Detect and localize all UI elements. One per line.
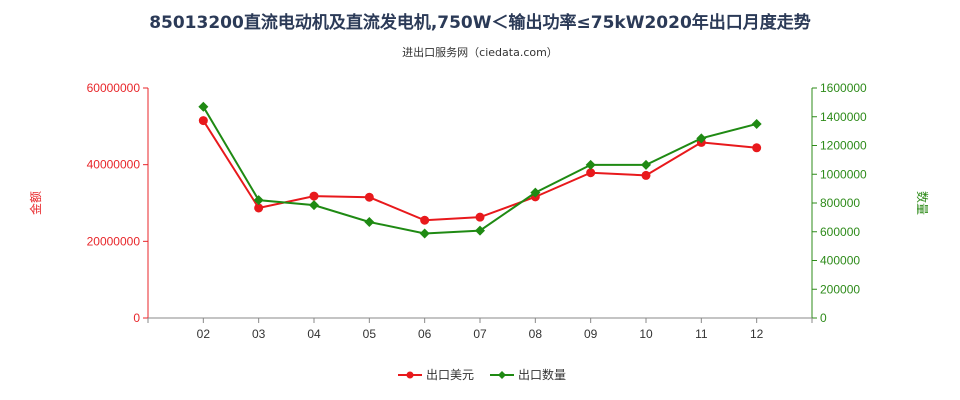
x-tick-label: 03: [252, 327, 266, 341]
data-point-quantity: [419, 228, 430, 239]
x-tick-label: 08: [529, 327, 543, 341]
data-point-value: [641, 170, 651, 180]
right-tick-label: 600000: [820, 225, 860, 239]
legend-marker: [406, 371, 414, 379]
x-tick-label: 04: [307, 327, 321, 341]
right-tick-label: 0: [820, 311, 827, 325]
right-tick-label: 1400000: [820, 110, 867, 124]
x-tick-label: 02: [197, 327, 211, 341]
x-tick-label: 06: [418, 327, 432, 341]
data-point-value: [586, 168, 596, 178]
series-line-value: [202, 120, 757, 222]
left-axis-label: 金额: [28, 191, 43, 215]
data-point-value: [254, 203, 264, 213]
data-point-quantity: [475, 225, 485, 236]
right-tick-label: 1200000: [820, 139, 867, 153]
right-tick-label: 400000: [820, 254, 860, 268]
left-tick-label: 0: [133, 311, 140, 325]
x-tick-label: 09: [584, 327, 598, 341]
left-tick-label: 40000000: [87, 158, 141, 172]
right-tick-label: 1600000: [820, 81, 867, 95]
data-point-value: [420, 215, 430, 225]
data-point-quantity: [309, 200, 319, 211]
legend-marker: [498, 371, 506, 379]
x-tick-label: 10: [639, 327, 653, 341]
data-point-quantity: [641, 159, 651, 170]
chart-title: 85013200直流电动机及直流发电机,750W＜输出功率≤75kW2020年出…: [149, 13, 811, 33]
right-tick-label: 800000: [820, 196, 860, 210]
left-tick-label: 20000000: [87, 234, 141, 248]
data-point-quantity: [364, 216, 375, 227]
data-point-quantity: [253, 195, 264, 206]
data-point-value: [475, 212, 485, 222]
x-tick-label: 07: [473, 327, 487, 341]
data-point-value: [309, 191, 319, 201]
data-point-quantity: [530, 187, 541, 198]
data-point-quantity: [585, 159, 596, 170]
left-tick-label: 60000000: [87, 81, 141, 95]
x-tick-label: 11: [695, 327, 708, 341]
legend-label: 出口美元: [426, 368, 474, 382]
data-point-value: [198, 116, 208, 126]
x-tick-label: 12: [750, 327, 764, 341]
data-point-quantity: [198, 101, 209, 112]
legend-label: 出口数量: [518, 367, 566, 382]
right-axis-label: 数量: [915, 191, 930, 215]
data-point-quantity: [751, 118, 762, 129]
chart-source: 进出口服务网（ciedata.com）: [402, 46, 558, 59]
data-point-value: [364, 192, 374, 202]
x-tick-label: 05: [363, 327, 377, 341]
data-point-quantity: [696, 133, 707, 144]
right-tick-label: 200000: [820, 282, 860, 296]
right-tick-label: 1000000: [820, 167, 867, 181]
data-point-value: [752, 143, 762, 153]
